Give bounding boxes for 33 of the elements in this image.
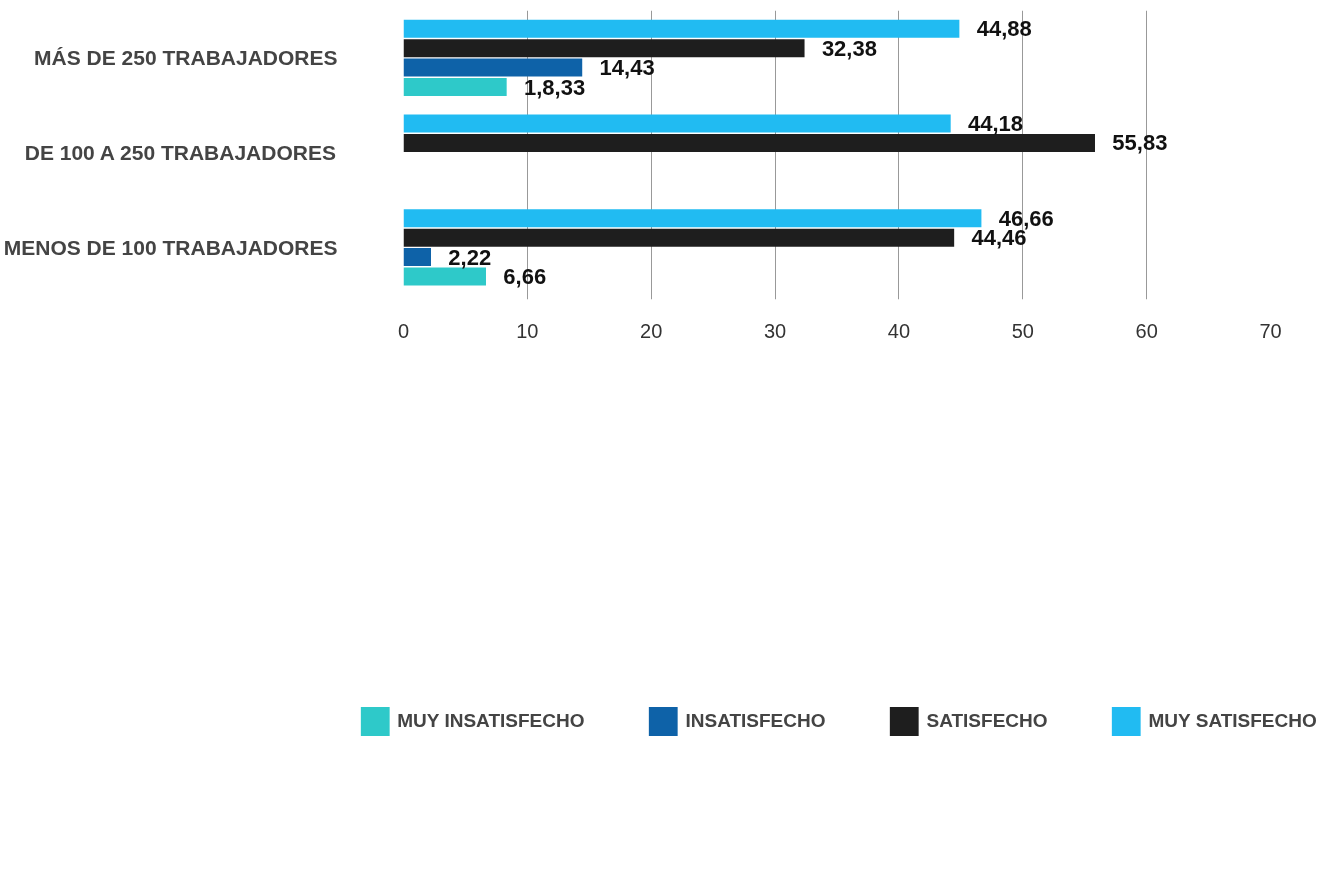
data-label: 44,18 — [968, 110, 1024, 136]
data-label: 2,22 — [448, 244, 492, 270]
data-label: 32,38 — [821, 35, 877, 61]
bar — [403, 133, 1095, 152]
y-tick-label: MENOS DE 100 TRABAJADORES — [3, 235, 338, 259]
x-tick-label: 50 — [1011, 319, 1034, 342]
bar — [403, 78, 507, 97]
x-tick-label: 60 — [1135, 319, 1158, 342]
data-label: 55,83 — [1112, 130, 1168, 156]
y-tick-label: DE 100 A 250 TRABAJADORES — [24, 141, 336, 165]
bar — [403, 114, 951, 133]
bar — [403, 228, 955, 247]
x-tick-label: 40 — [887, 319, 911, 342]
y-tick-label: MÁS DE 250 TRABAJADORES — [34, 46, 338, 70]
x-tick-label: 30 — [763, 319, 787, 342]
bar — [403, 39, 805, 58]
x-tick-label: 20 — [640, 319, 663, 342]
legend-label: MUY INSATISFECHO — [397, 710, 585, 732]
data-label: 6,66 — [503, 264, 547, 290]
bar — [403, 58, 583, 77]
data-label: 44,88 — [976, 16, 1032, 42]
data-label: 14,43 — [599, 55, 655, 81]
legend-label: MUY SATISFECHO — [1148, 710, 1317, 732]
bar — [403, 209, 982, 228]
legend-label: SATISFECHO — [926, 710, 1048, 732]
legend-label: INSATISFECHO — [685, 710, 826, 732]
x-tick-label: 10 — [516, 319, 539, 342]
data-label: 1,8,33 — [524, 74, 586, 100]
bar — [403, 267, 486, 286]
x-tick-label: 0 — [397, 319, 410, 342]
x-tick-label: 70 — [1259, 319, 1282, 342]
bar — [403, 248, 431, 267]
bar — [403, 19, 960, 38]
